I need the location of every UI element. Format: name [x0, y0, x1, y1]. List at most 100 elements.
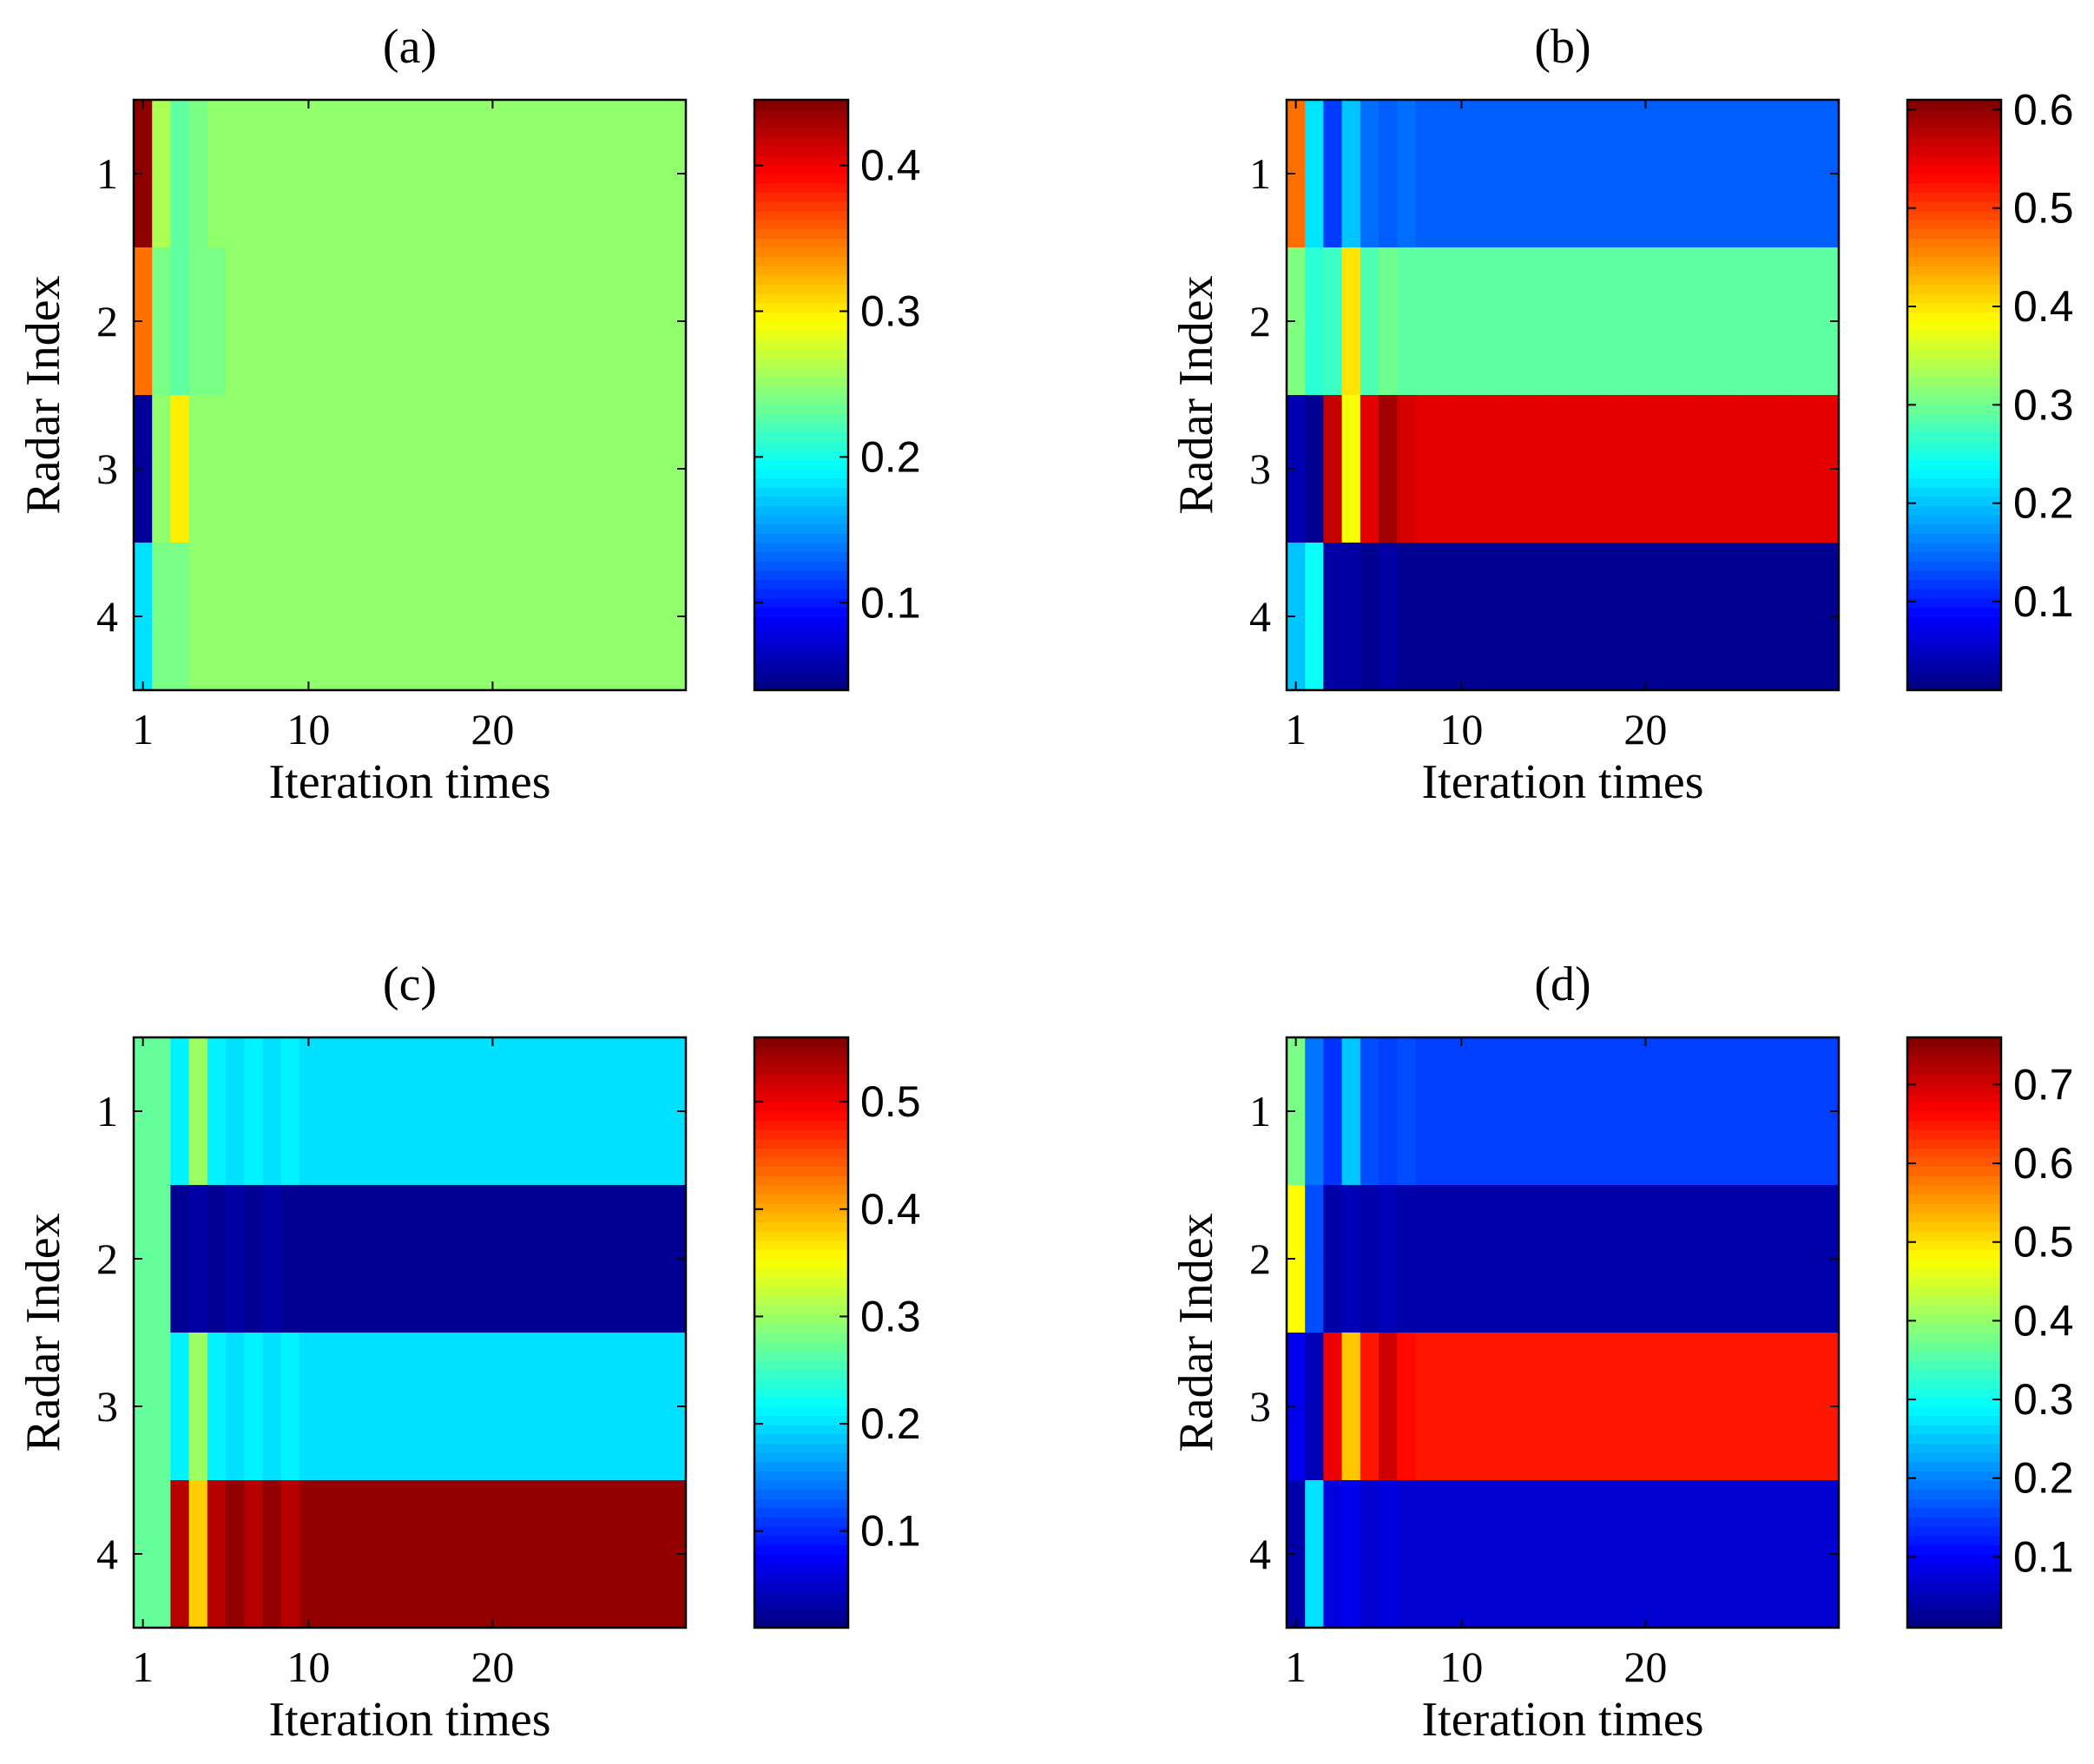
heatmap-cell [630, 1037, 650, 1186]
heatmap-cell [1287, 395, 1306, 543]
heatmap-cell [280, 543, 300, 691]
heatmap-cell [1544, 1037, 1564, 1186]
y-tick-label: 3 [96, 444, 118, 493]
heatmap-cell [1655, 543, 1674, 691]
colorbar-swatch [754, 1166, 848, 1176]
colorbar-swatch [1907, 1295, 2001, 1306]
heatmap-cell [1305, 247, 1324, 396]
heatmap-cell [1341, 1185, 1361, 1333]
panel-title: (c) [383, 958, 437, 1011]
heatmap-cell [372, 247, 392, 396]
heatmap-cell [1287, 100, 1306, 248]
heatmap-cell [1617, 1333, 1637, 1481]
heatmap-cell [1636, 1480, 1656, 1629]
heatmap-cell [1599, 1333, 1619, 1481]
colorbar-swatch [754, 1618, 848, 1629]
colorbar-swatch [754, 1277, 848, 1287]
heatmap-cell [391, 1037, 411, 1186]
colorbar-swatch [1907, 330, 2001, 340]
heatmap-cell [170, 1185, 190, 1333]
colorbar-swatch [754, 302, 848, 313]
colorbar-swatch [1907, 1387, 2001, 1398]
colorbar-swatch [754, 1544, 848, 1555]
colorbar-swatch [754, 487, 848, 497]
colorbar-swatch [1907, 597, 2001, 608]
colorbar-swatch [1907, 1175, 2001, 1186]
heatmap-cell [1507, 1185, 1527, 1333]
heatmap-cell [1820, 1185, 1840, 1333]
heatmap-cell [1360, 1333, 1380, 1481]
colorbar-swatch [1907, 238, 2001, 248]
heatmap-cell [1323, 100, 1343, 248]
heatmap-cell [520, 1333, 539, 1481]
heatmap-cell [318, 247, 337, 396]
heatmap-cell [446, 1480, 466, 1629]
heatmap-cell [538, 543, 558, 691]
colorbar-swatch [754, 1102, 848, 1112]
colorbar-swatch [1907, 1544, 2001, 1555]
colorbar-swatch [1907, 1609, 2001, 1619]
heatmap-cell [1452, 1037, 1472, 1186]
heatmap-cell [1415, 1185, 1435, 1333]
heatmap-cell [649, 1480, 668, 1629]
heatmap-cell [1801, 543, 1821, 691]
heatmap-cell [556, 1480, 576, 1629]
heatmap-cell [649, 395, 668, 543]
x-axis-label: Iteration times [268, 1693, 550, 1747]
colorbar-tick-label: 0.4 [860, 142, 921, 190]
heatmap-cell [1507, 1333, 1527, 1481]
colorbar-tick-label: 0.1 [860, 1507, 921, 1556]
x-tick-label: 1 [1285, 705, 1307, 754]
colorbar-swatch [754, 515, 848, 525]
heatmap-cell [612, 100, 631, 248]
colorbar-swatch [754, 1092, 848, 1102]
colorbar-swatch [1907, 1148, 2001, 1158]
heatmap-cell [354, 395, 374, 543]
heatmap-cell [649, 247, 668, 396]
x-axis-label: Iteration times [1421, 755, 1703, 809]
x-tick-label: 20 [1623, 1642, 1667, 1691]
heatmap-cell [630, 395, 650, 543]
heatmap-cell [170, 1333, 190, 1481]
colorbar-swatch [1907, 1203, 2001, 1214]
heatmap-cell [1397, 395, 1416, 543]
heatmap-cell [1452, 543, 1472, 691]
heatmap-cell [538, 1037, 558, 1186]
colorbar-tick-label: 0.5 [2013, 1218, 2074, 1267]
heatmap-cell [1323, 1037, 1343, 1186]
heatmap-cell [1765, 1185, 1784, 1333]
heatmap-cell [1415, 543, 1435, 691]
heatmap-cell [464, 1185, 484, 1333]
heatmap-cell [336, 395, 355, 543]
heatmap-cell [483, 1480, 503, 1629]
heatmap-cell [1655, 100, 1674, 248]
heatmap-cell [1471, 100, 1490, 248]
heatmap-cell [318, 1037, 337, 1186]
colorbar-swatch [754, 477, 848, 488]
heatmap-cell [336, 247, 355, 396]
heatmap-cell [1415, 247, 1435, 396]
heatmap-cell [244, 1480, 263, 1629]
heatmap-cell [556, 1185, 576, 1333]
heatmap-cell [354, 1480, 374, 1629]
heatmap-cell [244, 1333, 263, 1481]
heatmap-cell [1709, 1037, 1729, 1186]
colorbar-swatch [1907, 1480, 2001, 1491]
colorbar-swatch [1907, 1286, 2001, 1297]
heatmap-cell [188, 1037, 208, 1186]
colorbar-swatch [754, 1415, 848, 1425]
heatmap-cell [207, 1185, 227, 1333]
colorbar-swatch [754, 109, 848, 119]
colorbar-swatch [754, 1157, 848, 1168]
plot-frame [1285, 98, 1840, 692]
colorbar-swatch [1907, 413, 2001, 424]
colorbar-swatch [754, 496, 848, 507]
colorbar-swatch [1907, 1240, 2001, 1250]
heatmap-cell [1636, 1333, 1656, 1481]
colorbar-swatch [1907, 607, 2001, 617]
colorbar-swatch [754, 1148, 848, 1158]
x-tick-label: 10 [286, 1642, 330, 1691]
colorbar-swatch [754, 1341, 848, 1352]
heatmap-cell [446, 1185, 466, 1333]
heatmap-cell [1747, 247, 1766, 396]
